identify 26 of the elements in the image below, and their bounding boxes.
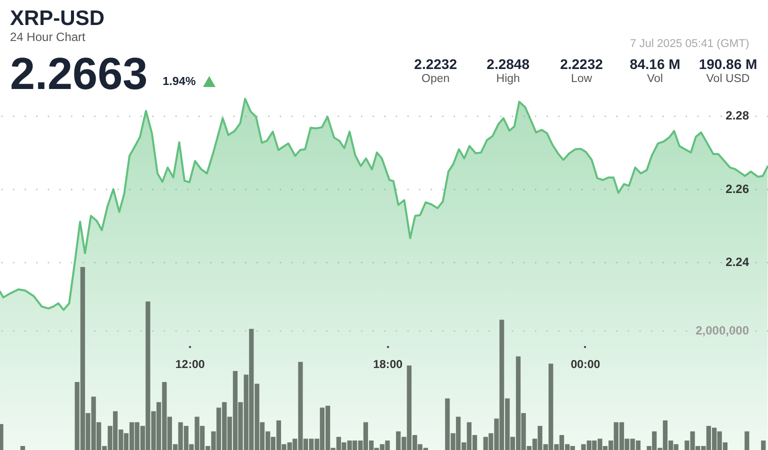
x-tick-label: 12:00 — [175, 359, 205, 372]
annotation: Low — [570, 73, 592, 85]
text: 24 Hour Chart — [10, 30, 86, 44]
annotation: 84.16 M — [630, 56, 680, 72]
y-tick-label: 2.24 — [726, 254, 750, 269]
annotation: Open — [422, 73, 450, 85]
annotation: 190.86 M — [698, 56, 758, 72]
bar — [744, 431, 750, 450]
annotation: 2,000,000 — [696, 323, 750, 338]
y-tick-label: 2.26 — [726, 182, 750, 196]
annotation: 1.94% — [162, 74, 196, 88]
bar — [761, 440, 766, 450]
annotation: Vol USD — [706, 73, 750, 85]
annotation: Vol — [647, 73, 663, 85]
annotation: 2.2848 — [486, 56, 530, 72]
annotation: 2.2663 — [10, 48, 148, 100]
x-tick-label: 00:00 — [570, 359, 600, 372]
y-tick-label: 2.28 — [726, 108, 750, 123]
bar — [0, 424, 4, 450]
annotation: High — [496, 73, 520, 85]
annotation: 2.2232 — [560, 56, 603, 72]
annotation: 2.2232 — [414, 56, 457, 72]
bar — [20, 446, 26, 450]
x-tick-label: 18:00 — [373, 359, 402, 372]
annotation: 7 Jul 2025 05:41 (GMT) — [630, 38, 750, 50]
chart-title: XRP-USD — [10, 7, 105, 32]
